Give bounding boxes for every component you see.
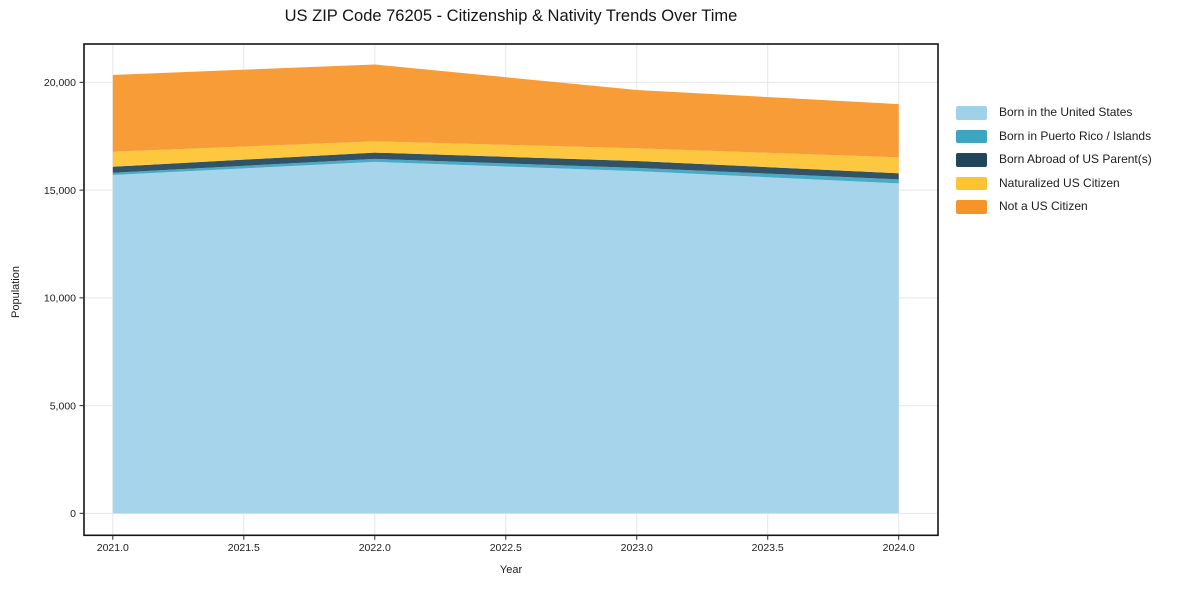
y-tick-label: 5,000 <box>50 400 76 412</box>
legend-item-born-abroad-of-us-parents: Born Abroad of US Parent(s) <box>956 152 1152 167</box>
x-tick-label: 2023.5 <box>752 542 784 554</box>
x-tick-label: 2022.5 <box>490 542 522 554</box>
tick-marks <box>79 81 900 540</box>
y-tick-label: 0 <box>70 508 76 520</box>
legend-label: Born in Puerto Rico / Islands <box>999 128 1152 143</box>
legend-label: Not a US Citizen <box>999 199 1088 213</box>
legend-item-born-in-united-states: Born in the United States <box>956 105 1152 120</box>
x-tick-label: 2021.0 <box>97 542 129 554</box>
legend-swatch-born-in-united-states <box>956 106 987 120</box>
x-tick-label: 2024.0 <box>883 542 915 554</box>
y-axis-label: Population <box>10 266 22 318</box>
plot-frame <box>83 43 939 537</box>
legend-item-not-a-us-citizen: Not a US Citizen <box>956 199 1152 214</box>
x-tick-label: 2022.0 <box>359 542 391 554</box>
chart-title: US ZIP Code 76205 - Citizenship & Nativi… <box>284 7 738 25</box>
legend-swatch-not-a-us-citizen <box>956 200 987 214</box>
area-born-in-puerto-rico-islands <box>112 158 899 184</box>
tick-labels: 2021.0 2021.5 2022.0 2022.5 2023.0 2023.5 2024… <box>44 77 915 554</box>
legend-label: Born in the United States <box>999 105 1133 119</box>
area-born-abroad-of-us-parents <box>112 152 899 180</box>
legend-swatch-born-in-puerto-rico-islands <box>956 129 987 143</box>
legend-label: Naturalized US Citizen <box>999 175 1120 190</box>
y-tick-label: 15,000 <box>44 185 76 197</box>
legend-swatch-born-abroad-of-us-parents <box>956 153 987 167</box>
legend: Born in the United States Born in Puerto … <box>956 105 1152 214</box>
legend-swatch-naturalized-us-citizen <box>956 176 987 190</box>
area-born-in-united-states <box>112 161 899 514</box>
y-tick-label: 20,000 <box>44 77 76 89</box>
x-tick-label: 2023.0 <box>621 542 653 554</box>
legend-item-naturalized-us-citizen: Naturalized US Citizen <box>956 175 1152 190</box>
area-not-a-us-citizen <box>112 64 899 158</box>
stacked-areas <box>112 64 899 514</box>
legend-item-born-in-puerto-rico-islands: Born in Puerto Rico / Islands <box>956 128 1152 143</box>
x-axis-label: Year <box>499 564 523 576</box>
area-naturalized-us-citizen <box>112 141 899 174</box>
x-tick-label: 2021.5 <box>228 542 260 554</box>
y-tick-label: 10,000 <box>44 293 76 305</box>
legend-label: Born Abroad of US Parent(s) <box>999 152 1152 166</box>
